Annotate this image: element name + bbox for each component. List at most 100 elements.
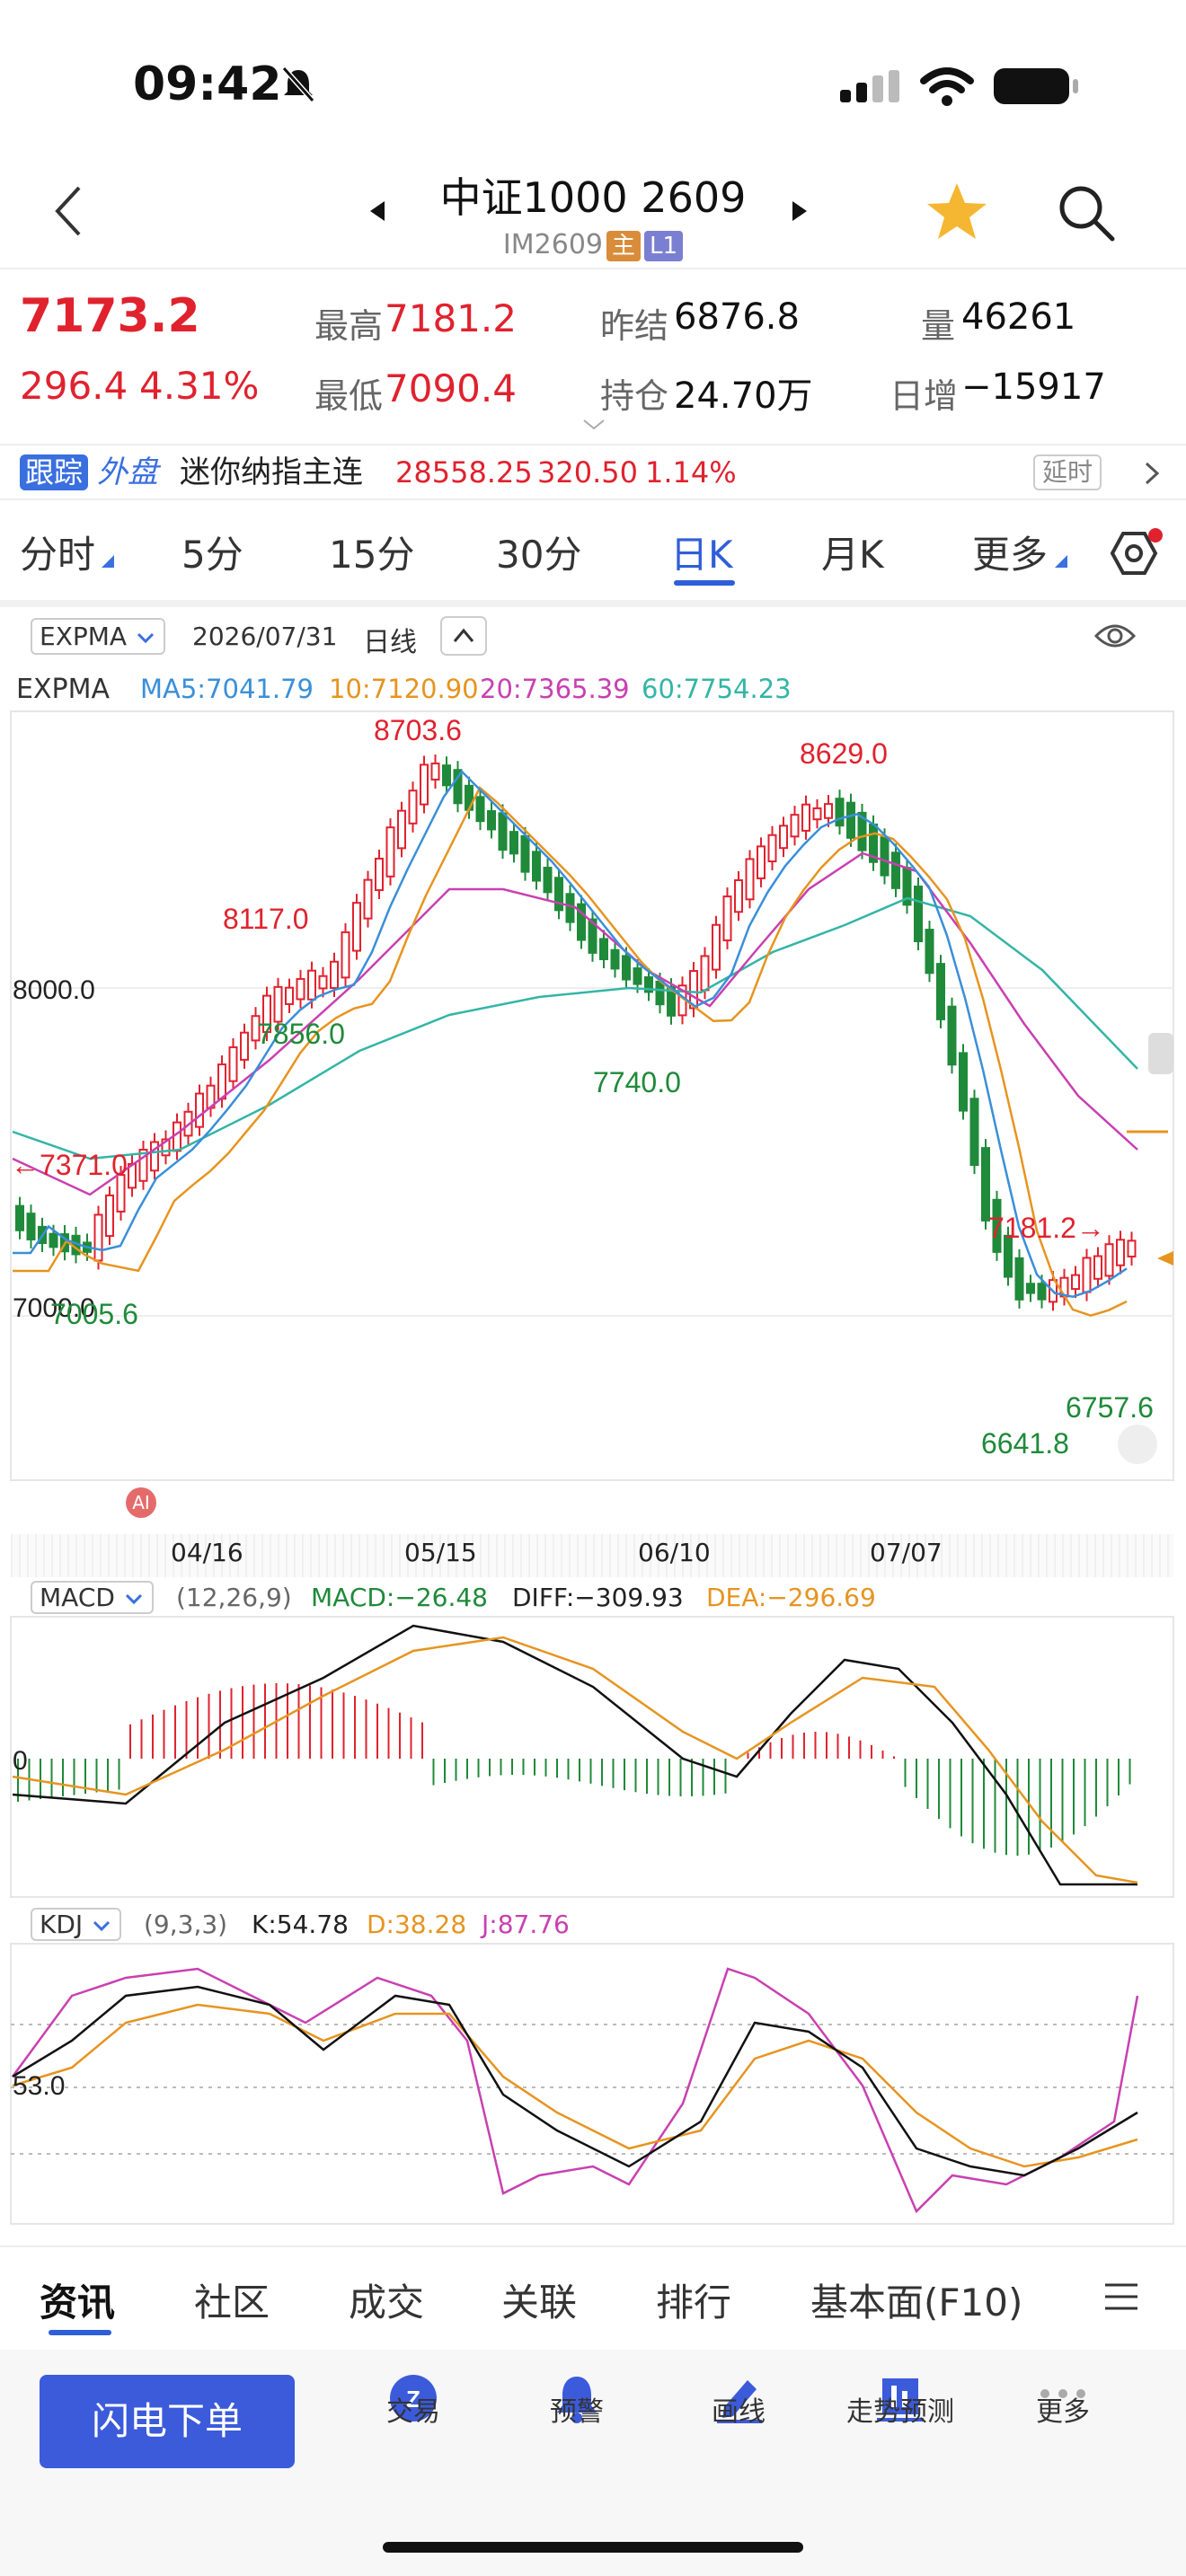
- ticker-pct: 1.14%: [645, 455, 737, 490]
- tab-5min[interactable]: 5分: [181, 533, 243, 577]
- expand-chevron-icon[interactable]: [582, 419, 606, 431]
- quick-order-button[interactable]: 闪电下单: [40, 2375, 295, 2468]
- macd-params: (12,26,9): [176, 1583, 292, 1612]
- kdj-chart[interactable]: 53.0: [0, 1942, 1186, 2228]
- indicator-selector[interactable]: EXPMA: [31, 618, 165, 655]
- divider: [0, 498, 1186, 500]
- tab-related[interactable]: 关联: [501, 2280, 578, 2325]
- kline-chart[interactable]: 8000.0 7000.0 8703.6 8629.0 8117.0 7856.…: [0, 710, 1186, 1482]
- candle-body: [487, 810, 496, 831]
- tab-news[interactable]: 资讯: [40, 2280, 116, 2325]
- tab-community[interactable]: 社区: [194, 2280, 270, 2325]
- candle-body: [26, 1213, 36, 1240]
- signal-icon: [840, 70, 899, 102]
- action-forecast[interactable]: 走势预测: [846, 2396, 954, 2428]
- tab-timeshare[interactable]: 分时: [20, 533, 96, 577]
- candle-body: [1004, 1234, 1013, 1278]
- active-tab-indicator: [674, 580, 735, 586]
- candle-body: [712, 923, 721, 971]
- prev-settle-label: 昨结: [600, 306, 669, 346]
- prev-contract-icon[interactable]: [368, 199, 386, 223]
- price-change-pct: 4.31%: [139, 364, 260, 408]
- d-value: D:38.28: [367, 1910, 467, 1939]
- d-line: [12, 2003, 1138, 2168]
- macd-selector[interactable]: MACD: [31, 1581, 154, 1614]
- ma10-legend: 10:7120.90: [329, 674, 479, 704]
- kdj-params: (9,3,3): [144, 1910, 228, 1939]
- draw-pen-icon: [717, 2380, 762, 2423]
- tab-dropdown-icon: [1055, 555, 1067, 568]
- y-label-8000: 8000.0: [13, 975, 95, 1005]
- settings-hex-icon[interactable]: [1100, 528, 1163, 591]
- tab-30min[interactable]: 30分: [496, 533, 582, 577]
- action-alert[interactable]: 预警: [550, 2396, 604, 2428]
- favorite-star-icon[interactable]: [925, 181, 988, 241]
- last-price: 7173.2: [20, 289, 200, 343]
- expma-legend-name: EXPMA: [16, 674, 111, 705]
- candle-body: [925, 929, 934, 975]
- price-change: 296.4: [20, 364, 128, 408]
- foreign-market-label: 外盘: [97, 454, 158, 490]
- candle-body: [577, 903, 586, 941]
- candle-body: [779, 825, 788, 850]
- candle-body: [217, 1063, 226, 1100]
- tab-ranking[interactable]: 排行: [656, 2280, 732, 2325]
- candle-body: [341, 931, 350, 979]
- action-more[interactable]: 更多: [1036, 2396, 1090, 2428]
- tab-monthly-k[interactable]: 月K: [821, 533, 884, 577]
- menu-icon[interactable]: [1103, 2281, 1139, 2312]
- tab-trades[interactable]: 成交: [349, 2280, 425, 2325]
- more-dots-icon: [1040, 2389, 1085, 2398]
- dea-value: DEA:−296.69: [706, 1583, 876, 1612]
- high-label: 最高: [314, 306, 384, 346]
- candle-body: [1037, 1283, 1047, 1301]
- candle-body: [745, 858, 755, 901]
- candle-body: [442, 764, 451, 787]
- x-label: 06/10: [638, 1538, 711, 1567]
- candle-body: [262, 994, 271, 1034]
- candle-body: [150, 1141, 159, 1172]
- candle-body: [93, 1213, 103, 1262]
- candle-body: [846, 801, 855, 839]
- candle-body: [1127, 1239, 1137, 1257]
- search-icon[interactable]: [1057, 183, 1116, 243]
- tab-fundamentals[interactable]: 基本面(F10): [810, 2280, 1023, 2325]
- back-icon[interactable]: [50, 184, 86, 238]
- candle-body: [880, 836, 890, 877]
- chevron-right-icon[interactable]: [1143, 460, 1161, 487]
- candle-body: [228, 1045, 238, 1082]
- annotation-7181: 7181.2→: [988, 1212, 1105, 1244]
- candle-body: [767, 834, 777, 863]
- action-trade[interactable]: 交易: [386, 2396, 440, 2428]
- candle-body: [914, 886, 923, 942]
- candle-body: [1093, 1255, 1102, 1280]
- current-price-marker: [1157, 1251, 1173, 1266]
- collapse-up-icon[interactable]: [440, 616, 487, 656]
- candle-body: [509, 831, 518, 855]
- candle-body: [453, 769, 463, 805]
- tab-daily-k[interactable]: 日K: [670, 533, 733, 577]
- eye-icon[interactable]: [1093, 618, 1137, 654]
- contract-code-row: IM2609 主 L1: [0, 229, 1186, 261]
- ticker-name[interactable]: 迷你纳指主连: [180, 454, 363, 490]
- candle-body: [700, 955, 710, 992]
- ma20-legend: 20:7365.39: [480, 674, 630, 704]
- candle-body: [801, 803, 810, 832]
- tab-15min[interactable]: 15分: [329, 533, 415, 577]
- next-contract-icon[interactable]: [791, 199, 809, 223]
- daily-add-value: −15917: [961, 366, 1106, 408]
- silent-bell-icon: [281, 66, 315, 102]
- macd-chart[interactable]: 0: [0, 1615, 1186, 1901]
- kline-period: 日线: [363, 627, 417, 658]
- status-bar: 09:42: [0, 0, 1186, 162]
- kdj-selector[interactable]: KDJ: [31, 1908, 122, 1941]
- candle-body: [857, 811, 867, 851]
- open-interest-value: 24.70万: [674, 375, 813, 417]
- ai-badge[interactable]: AI: [126, 1487, 156, 1518]
- tab-more[interactable]: 更多: [972, 533, 1049, 577]
- candle-body: [273, 985, 283, 1023]
- candle-body: [116, 1174, 126, 1213]
- battery-icon: [994, 68, 1078, 104]
- candle-body: [296, 977, 305, 1001]
- action-draw[interactable]: 画线: [712, 2396, 766, 2428]
